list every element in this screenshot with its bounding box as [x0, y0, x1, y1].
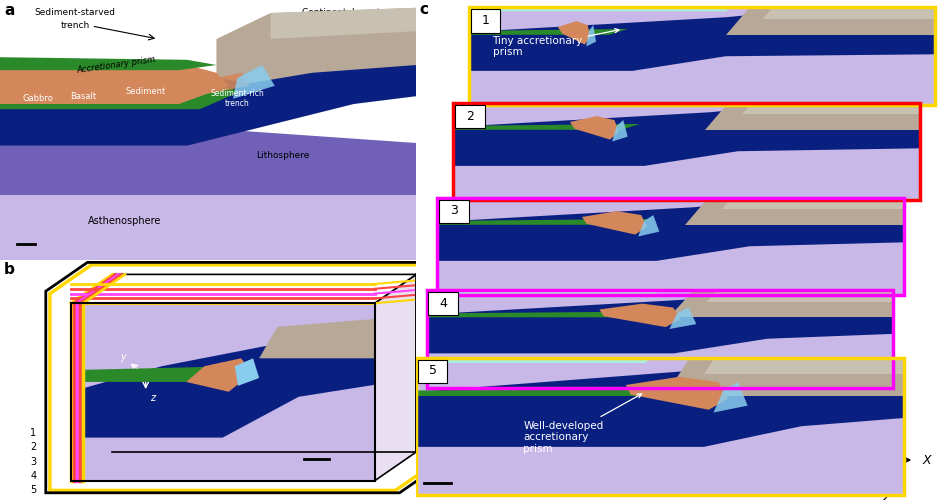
- Polygon shape: [582, 211, 647, 234]
- Polygon shape: [705, 104, 920, 130]
- Text: z: z: [149, 393, 155, 403]
- Text: Sediment-rich: Sediment-rich: [210, 89, 264, 98]
- Polygon shape: [233, 65, 274, 99]
- FancyBboxPatch shape: [418, 360, 447, 382]
- Text: Z: Z: [880, 494, 888, 500]
- Polygon shape: [0, 83, 241, 109]
- Polygon shape: [71, 332, 375, 438]
- Polygon shape: [71, 366, 237, 382]
- Text: Gabbro: Gabbro: [22, 94, 53, 104]
- Text: 4: 4: [30, 471, 36, 481]
- Polygon shape: [0, 39, 416, 146]
- Polygon shape: [416, 359, 903, 447]
- Polygon shape: [208, 73, 250, 94]
- Polygon shape: [453, 124, 639, 130]
- Polygon shape: [762, 8, 936, 19]
- Polygon shape: [626, 377, 728, 410]
- Polygon shape: [639, 215, 659, 236]
- Text: 1: 1: [30, 428, 36, 438]
- FancyBboxPatch shape: [471, 10, 500, 32]
- Text: Tiny accretionary
prism: Tiny accretionary prism: [493, 28, 619, 58]
- Text: b: b: [4, 262, 15, 278]
- Polygon shape: [186, 358, 254, 392]
- Text: 3: 3: [30, 456, 36, 466]
- Polygon shape: [0, 62, 229, 104]
- Polygon shape: [669, 291, 893, 318]
- Text: y: y: [120, 352, 126, 362]
- Text: Lithosphere: Lithosphere: [256, 152, 309, 160]
- Polygon shape: [437, 198, 903, 261]
- Polygon shape: [587, 25, 596, 46]
- FancyBboxPatch shape: [455, 104, 484, 128]
- Polygon shape: [665, 359, 903, 396]
- Polygon shape: [71, 274, 416, 303]
- Polygon shape: [685, 198, 903, 225]
- Polygon shape: [416, 388, 699, 396]
- Polygon shape: [0, 57, 217, 70]
- Text: trench: trench: [61, 21, 90, 30]
- Polygon shape: [743, 104, 920, 114]
- Polygon shape: [469, 8, 936, 105]
- Polygon shape: [437, 219, 652, 225]
- Text: 1: 1: [482, 14, 490, 28]
- Polygon shape: [71, 303, 375, 481]
- Text: 5: 5: [429, 364, 437, 378]
- Polygon shape: [469, 8, 936, 71]
- Polygon shape: [453, 104, 920, 166]
- Text: 4: 4: [439, 297, 447, 310]
- Polygon shape: [427, 312, 669, 318]
- Polygon shape: [569, 116, 619, 140]
- Polygon shape: [707, 291, 893, 302]
- Polygon shape: [427, 290, 893, 388]
- Polygon shape: [427, 291, 660, 294]
- Polygon shape: [259, 319, 375, 358]
- Text: a: a: [4, 2, 14, 18]
- Polygon shape: [612, 120, 628, 142]
- Polygon shape: [235, 358, 259, 386]
- Polygon shape: [453, 102, 920, 200]
- Text: 5: 5: [30, 486, 37, 496]
- Polygon shape: [670, 308, 696, 329]
- Text: Sediment: Sediment: [126, 86, 166, 96]
- Text: Accretionary prism: Accretionary prism: [77, 56, 157, 76]
- Text: 2: 2: [30, 442, 37, 452]
- Text: Basalt: Basalt: [70, 92, 96, 100]
- Polygon shape: [416, 359, 650, 363]
- Text: X: X: [922, 454, 931, 466]
- Polygon shape: [0, 130, 416, 195]
- Text: 3: 3: [450, 204, 458, 218]
- Polygon shape: [375, 274, 416, 481]
- Polygon shape: [437, 198, 903, 295]
- Polygon shape: [469, 29, 628, 35]
- Polygon shape: [558, 21, 590, 44]
- Text: Well-developed
accretionary
prism: Well-developed accretionary prism: [523, 394, 641, 454]
- Text: Asthenosphere: Asthenosphere: [88, 216, 162, 226]
- Polygon shape: [271, 8, 416, 39]
- Text: Sediment-starved: Sediment-starved: [34, 8, 115, 17]
- Text: 2: 2: [465, 110, 474, 122]
- Polygon shape: [600, 304, 681, 327]
- Polygon shape: [469, 8, 730, 12]
- Polygon shape: [453, 104, 705, 106]
- Text: Continental crust: Continental crust: [302, 8, 380, 17]
- Polygon shape: [704, 359, 903, 374]
- FancyBboxPatch shape: [429, 292, 458, 315]
- Text: trench: trench: [225, 100, 250, 108]
- Polygon shape: [427, 291, 893, 354]
- Polygon shape: [722, 198, 903, 209]
- Polygon shape: [437, 198, 680, 202]
- Text: x: x: [181, 370, 186, 380]
- Polygon shape: [217, 8, 416, 83]
- FancyBboxPatch shape: [439, 200, 468, 222]
- Polygon shape: [416, 358, 903, 495]
- Polygon shape: [0, 177, 416, 260]
- Polygon shape: [713, 382, 747, 412]
- Text: c: c: [419, 2, 428, 16]
- Polygon shape: [726, 8, 936, 35]
